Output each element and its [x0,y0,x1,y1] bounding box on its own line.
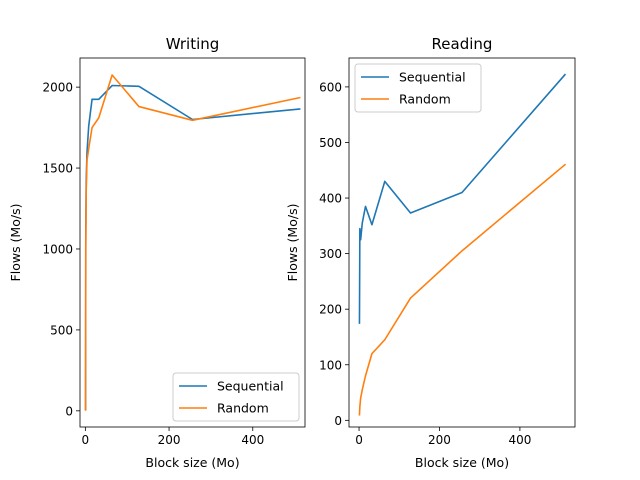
x-tick-label: 0 [355,433,363,447]
y-tick-label: 1500 [42,162,73,176]
y-tick-label: 400 [319,192,342,206]
x-tick-label: 400 [241,433,264,447]
chart-title: Reading [432,35,493,53]
y-axis-label: Flows (Mo/s) [8,204,23,282]
legend: Sequential Random [172,372,300,422]
writing-chart: 0 200 400 0 500 1000 1500 2000 Writing Block s… [8,35,306,470]
x-tick-label: 0 [82,433,90,447]
y-tick-label: 100 [319,358,342,372]
y-tick-label: 200 [319,303,342,317]
series-line-random [358,163,567,416]
chart-title: Writing [166,35,220,53]
legend-entry: Random [399,92,451,107]
plot-frame [348,57,576,428]
y-tick-label: 500 [50,323,73,337]
y-tick-label: 0 [65,404,73,418]
legend-entry: Sequential [217,379,284,394]
x-tick-label: 400 [508,433,531,447]
series-line-random [84,74,301,411]
y-axis-label: Flows (Mo/s) [285,204,300,282]
plot-frame [79,57,306,428]
x-axis-label: Block size (Mo) [415,455,509,470]
series-line-sequential [358,73,567,324]
legend-box [172,372,300,422]
legend: Sequential Random [354,63,482,113]
y-tick-label: 0 [334,414,342,428]
x-tick-label: 200 [428,433,451,447]
y-tick-label: 300 [319,247,342,261]
legend-entry: Sequential [399,70,466,85]
y-tick-label: 1000 [42,242,73,256]
legend-entry: Random [217,401,269,416]
reading-chart: 0 200 400 0 100 200 300 400 500 600 Reading Bloc… [285,35,576,470]
y-tick-label: 2000 [42,81,73,95]
x-tick-label: 200 [158,433,181,447]
y-tick-label: 600 [319,80,342,94]
legend-box [354,63,482,113]
x-axis-label: Block size (Mo) [145,455,239,470]
y-tick-label: 500 [319,136,342,150]
